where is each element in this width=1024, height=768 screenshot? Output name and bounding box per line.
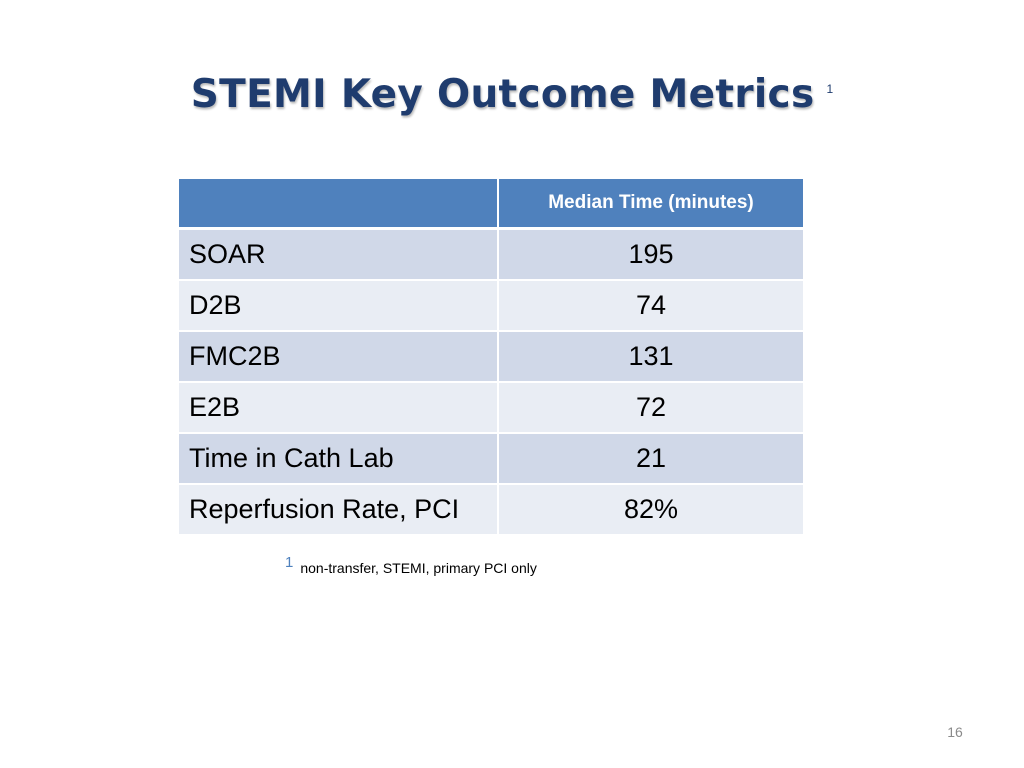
value-cell: 82% (498, 484, 803, 536)
table-row: D2B 74 (179, 280, 803, 332)
value-cell: 72 (498, 382, 803, 434)
footnote: 1 non-transfer, STEMI, primary PCI only (285, 554, 537, 576)
footnote-marker: 1 (285, 554, 294, 571)
metric-cell: FMC2B (179, 331, 499, 383)
header-cell-median-time: Median Time (minutes) (498, 179, 803, 230)
footnote-text: non-transfer, STEMI, primary PCI only (300, 560, 537, 576)
table-header-row: Median Time (minutes) (179, 179, 803, 230)
title-footnote-marker: 1 (826, 82, 834, 96)
value-cell: 195 (498, 228, 803, 281)
table-row: SOAR 195 (179, 228, 803, 281)
metric-cell: E2B (179, 382, 499, 434)
title-text: STEMI Key Outcome Metrics (190, 72, 815, 117)
table-row: E2B 72 (179, 382, 803, 434)
metric-cell: Time in Cath Lab (179, 433, 499, 485)
slide-title: STEMI Key Outcome Metrics 1 (0, 72, 1024, 117)
value-cell: 21 (498, 433, 803, 485)
value-cell: 74 (498, 280, 803, 332)
table-row: FMC2B 131 (179, 331, 803, 383)
header-cell-metric (179, 179, 499, 230)
value-cell: 131 (498, 331, 803, 383)
metric-cell: Reperfusion Rate, PCI (179, 484, 499, 536)
outcome-metrics-table: Median Time (minutes) SOAR 195 D2B 74 FM… (179, 179, 803, 536)
table-row: Reperfusion Rate, PCI 82% (179, 484, 803, 536)
metric-cell: SOAR (179, 228, 499, 281)
metric-cell: D2B (179, 280, 499, 332)
table-row: Time in Cath Lab 21 (179, 433, 803, 485)
page-number: 16 (947, 724, 963, 740)
